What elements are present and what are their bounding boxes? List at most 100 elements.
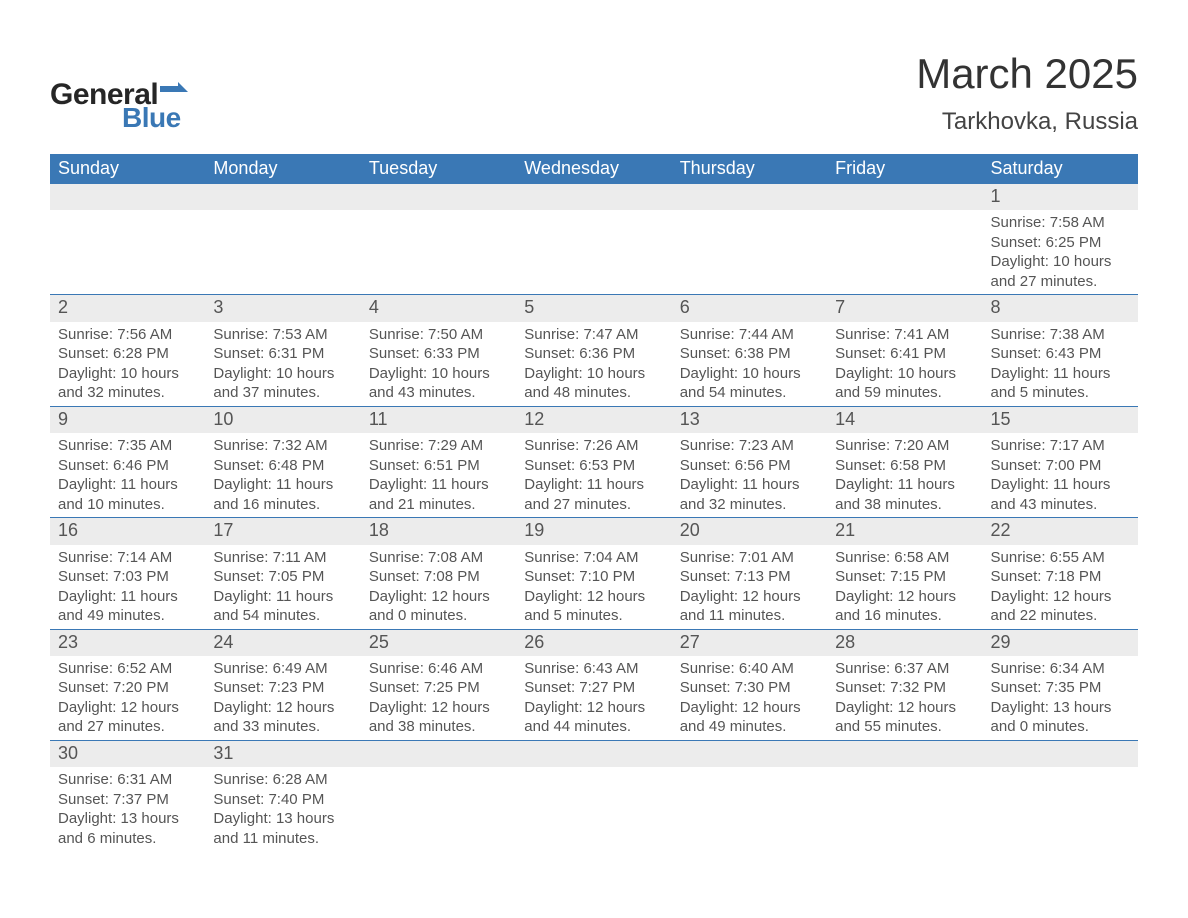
- dow-tuesday: Tuesday: [361, 154, 516, 184]
- day-daylight1: Daylight: 11 hours: [991, 475, 1130, 495]
- day-body: Sunrise: 7:26 AMSunset: 6:53 PMDaylight:…: [516, 433, 671, 517]
- day-number: 23: [50, 630, 205, 656]
- day-sunrise: Sunrise: 7:32 AM: [213, 436, 352, 456]
- day-sunrise: Sunrise: 6:58 AM: [835, 548, 974, 568]
- day-body-empty: [516, 767, 671, 793]
- day-body-empty: [361, 210, 516, 288]
- day-body: Sunrise: 6:37 AMSunset: 7:32 PMDaylight:…: [827, 656, 982, 740]
- day-cell: 12Sunrise: 7:26 AMSunset: 6:53 PMDayligh…: [516, 407, 671, 517]
- day-body: Sunrise: 7:29 AMSunset: 6:51 PMDaylight:…: [361, 433, 516, 517]
- day-daylight1: Daylight: 12 hours: [369, 698, 508, 718]
- day-daylight2: and 21 minutes.: [369, 495, 508, 515]
- day-sunset: Sunset: 7:20 PM: [58, 678, 197, 698]
- dow-wednesday: Wednesday: [516, 154, 671, 184]
- day-daylight1: Daylight: 11 hours: [58, 475, 197, 495]
- day-number: 5: [516, 295, 671, 321]
- day-body: Sunrise: 7:35 AMSunset: 6:46 PMDaylight:…: [50, 433, 205, 517]
- day-sunset: Sunset: 7:40 PM: [213, 790, 352, 810]
- day-daylight2: and 38 minutes.: [369, 717, 508, 737]
- day-body: Sunrise: 6:31 AMSunset: 7:37 PMDaylight:…: [50, 767, 205, 851]
- day-cell: 20Sunrise: 7:01 AMSunset: 7:13 PMDayligh…: [672, 518, 827, 628]
- day-number: 31: [205, 741, 360, 767]
- day-daylight2: and 54 minutes.: [680, 383, 819, 403]
- day-body: Sunrise: 6:52 AMSunset: 7:20 PMDaylight:…: [50, 656, 205, 740]
- day-cell: 22Sunrise: 6:55 AMSunset: 7:18 PMDayligh…: [983, 518, 1138, 628]
- day-cell: [827, 184, 982, 294]
- day-daylight1: Daylight: 12 hours: [991, 587, 1130, 607]
- day-cell: [50, 184, 205, 294]
- week-row: 30Sunrise: 6:31 AMSunset: 7:37 PMDayligh…: [50, 740, 1138, 851]
- week-row: 1Sunrise: 7:58 AMSunset: 6:25 PMDaylight…: [50, 184, 1138, 294]
- day-cell: 13Sunrise: 7:23 AMSunset: 6:56 PMDayligh…: [672, 407, 827, 517]
- day-sunrise: Sunrise: 7:38 AM: [991, 325, 1130, 345]
- day-sunrise: Sunrise: 7:04 AM: [524, 548, 663, 568]
- day-daylight2: and 43 minutes.: [991, 495, 1130, 515]
- day-number: 24: [205, 630, 360, 656]
- day-sunset: Sunset: 6:53 PM: [524, 456, 663, 476]
- day-number: 14: [827, 407, 982, 433]
- day-daylight2: and 5 minutes.: [991, 383, 1130, 403]
- day-cell: 29Sunrise: 6:34 AMSunset: 7:35 PMDayligh…: [983, 630, 1138, 740]
- month-title: March 2025: [916, 50, 1138, 98]
- day-sunrise: Sunrise: 7:26 AM: [524, 436, 663, 456]
- day-sunset: Sunset: 6:46 PM: [58, 456, 197, 476]
- day-cell: [983, 741, 1138, 851]
- day-sunrise: Sunrise: 7:50 AM: [369, 325, 508, 345]
- day-cell: [361, 184, 516, 294]
- header-row: General Blue March 2025 Tarkhovka, Russi…: [50, 50, 1138, 136]
- day-sunrise: Sunrise: 6:34 AM: [991, 659, 1130, 679]
- day-daylight1: Daylight: 12 hours: [58, 698, 197, 718]
- day-cell: 28Sunrise: 6:37 AMSunset: 7:32 PMDayligh…: [827, 630, 982, 740]
- day-body: Sunrise: 7:14 AMSunset: 7:03 PMDaylight:…: [50, 545, 205, 629]
- day-body: Sunrise: 7:41 AMSunset: 6:41 PMDaylight:…: [827, 322, 982, 406]
- day-body-empty: [672, 210, 827, 288]
- day-daylight1: Daylight: 11 hours: [680, 475, 819, 495]
- day-daylight1: Daylight: 11 hours: [58, 587, 197, 607]
- day-cell: [827, 741, 982, 851]
- day-daylight1: Daylight: 12 hours: [524, 698, 663, 718]
- day-number: 21: [827, 518, 982, 544]
- day-sunset: Sunset: 6:28 PM: [58, 344, 197, 364]
- day-body: Sunrise: 7:11 AMSunset: 7:05 PMDaylight:…: [205, 545, 360, 629]
- day-sunrise: Sunrise: 6:40 AM: [680, 659, 819, 679]
- day-cell: 16Sunrise: 7:14 AMSunset: 7:03 PMDayligh…: [50, 518, 205, 628]
- day-sunrise: Sunrise: 7:17 AM: [991, 436, 1130, 456]
- day-body: Sunrise: 6:40 AMSunset: 7:30 PMDaylight:…: [672, 656, 827, 740]
- day-cell: 11Sunrise: 7:29 AMSunset: 6:51 PMDayligh…: [361, 407, 516, 517]
- day-number: 9: [50, 407, 205, 433]
- day-daylight2: and 27 minutes.: [991, 272, 1130, 292]
- calendar-page: General Blue March 2025 Tarkhovka, Russi…: [0, 0, 1188, 891]
- day-daylight1: Daylight: 10 hours: [58, 364, 197, 384]
- day-daylight2: and 0 minutes.: [991, 717, 1130, 737]
- day-daylight2: and 27 minutes.: [524, 495, 663, 515]
- day-number: 20: [672, 518, 827, 544]
- day-body-empty: [983, 767, 1138, 793]
- day-body: Sunrise: 6:34 AMSunset: 7:35 PMDaylight:…: [983, 656, 1138, 740]
- day-cell: 9Sunrise: 7:35 AMSunset: 6:46 PMDaylight…: [50, 407, 205, 517]
- day-daylight2: and 27 minutes.: [58, 717, 197, 737]
- day-sunset: Sunset: 6:51 PM: [369, 456, 508, 476]
- logo-word-blue: Blue: [122, 102, 181, 134]
- day-body-empty: [205, 210, 360, 288]
- day-sunrise: Sunrise: 7:01 AM: [680, 548, 819, 568]
- day-cell: 8Sunrise: 7:38 AMSunset: 6:43 PMDaylight…: [983, 295, 1138, 405]
- day-sunrise: Sunrise: 7:23 AM: [680, 436, 819, 456]
- day-daylight1: Daylight: 12 hours: [213, 698, 352, 718]
- day-sunset: Sunset: 6:31 PM: [213, 344, 352, 364]
- day-body-empty: [50, 210, 205, 288]
- day-sunset: Sunset: 7:25 PM: [369, 678, 508, 698]
- day-sunset: Sunset: 7:00 PM: [991, 456, 1130, 476]
- day-daylight1: Daylight: 11 hours: [991, 364, 1130, 384]
- day-daylight2: and 49 minutes.: [680, 717, 819, 737]
- day-body: Sunrise: 6:46 AMSunset: 7:25 PMDaylight:…: [361, 656, 516, 740]
- week-row: 9Sunrise: 7:35 AMSunset: 6:46 PMDaylight…: [50, 406, 1138, 517]
- day-sunrise: Sunrise: 6:31 AM: [58, 770, 197, 790]
- day-sunset: Sunset: 7:37 PM: [58, 790, 197, 810]
- day-daylight1: Daylight: 10 hours: [680, 364, 819, 384]
- day-body-empty: [516, 210, 671, 288]
- day-daylight1: Daylight: 10 hours: [835, 364, 974, 384]
- day-body: Sunrise: 7:01 AMSunset: 7:13 PMDaylight:…: [672, 545, 827, 629]
- day-daylight2: and 6 minutes.: [58, 829, 197, 849]
- dow-saturday: Saturday: [983, 154, 1138, 184]
- day-sunset: Sunset: 7:13 PM: [680, 567, 819, 587]
